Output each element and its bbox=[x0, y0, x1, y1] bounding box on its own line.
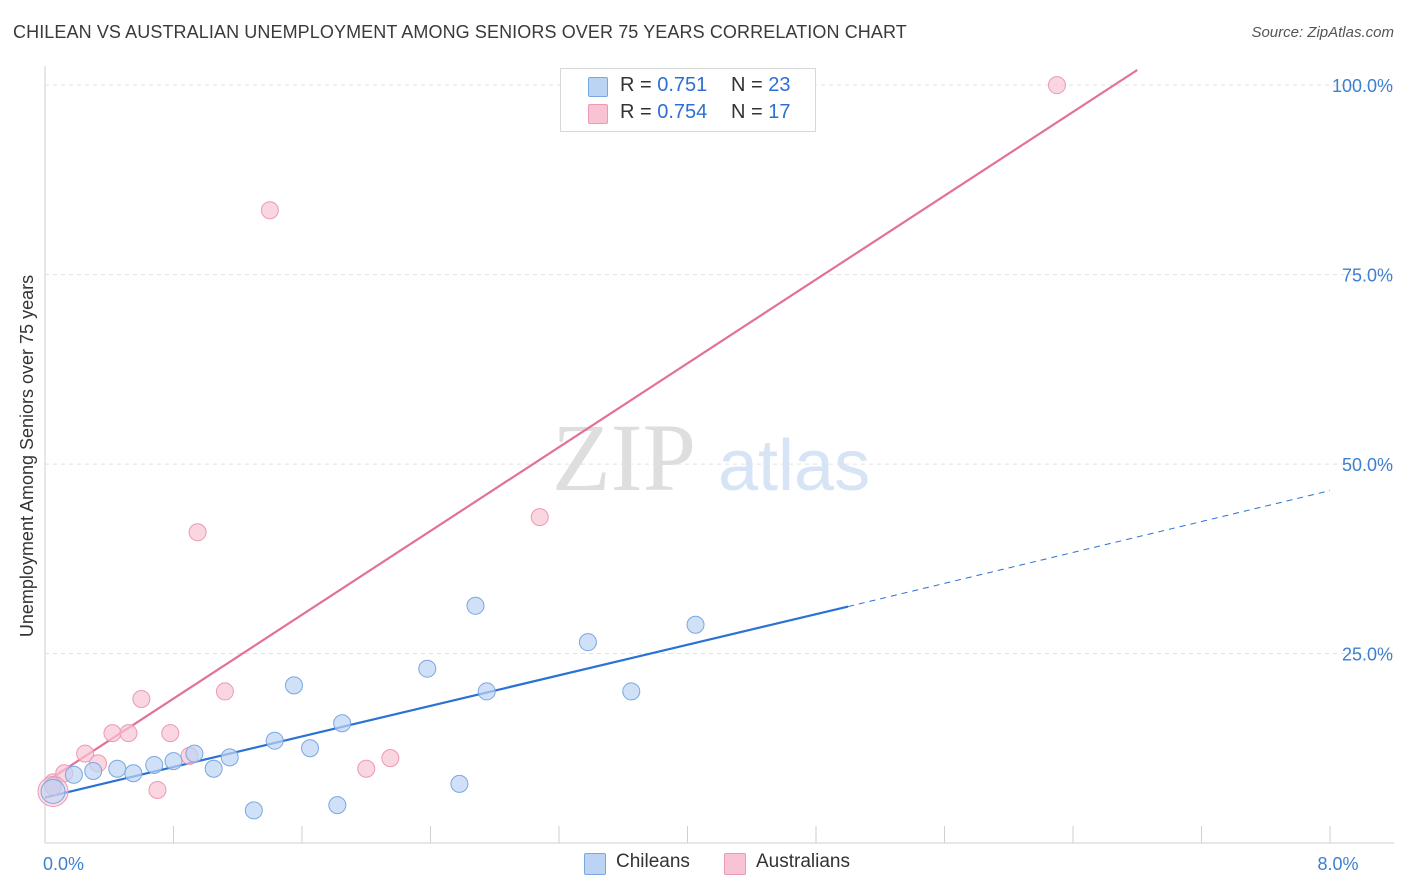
chileans-point-cluster bbox=[40, 778, 66, 804]
chileans-trend-line bbox=[44, 605, 849, 799]
x-tick-label: 0.0% bbox=[43, 854, 84, 874]
chileans-point bbox=[108, 759, 127, 778]
y-tick-label: 25.0% bbox=[1342, 645, 1393, 665]
chileans-legend-swatch bbox=[584, 853, 606, 875]
chileans-point bbox=[265, 731, 284, 750]
chileans-point bbox=[244, 801, 263, 820]
y-tick-label: 75.0% bbox=[1342, 266, 1393, 286]
legend-box: R = 0.751 N = 23 R = 0.754 N = 17 bbox=[560, 68, 816, 132]
legend-row-chileans: R = 0.751 N = 23 bbox=[561, 73, 815, 99]
australians-legend-swatch bbox=[724, 853, 746, 875]
australians-point bbox=[188, 523, 207, 542]
australians-point bbox=[119, 724, 138, 743]
chileans-point bbox=[466, 596, 485, 615]
legend-row-australians: R = 0.754 N = 17 bbox=[561, 100, 815, 126]
australians-point bbox=[103, 724, 122, 743]
chileans-swatch bbox=[588, 77, 608, 97]
chileans-legend-label: Chileans bbox=[616, 851, 690, 872]
australians-point bbox=[132, 690, 151, 709]
y-tick-label: 100.0% bbox=[1332, 76, 1393, 96]
chileans-point bbox=[477, 682, 496, 701]
y-axis-label: Unemployment Among Seniors over 75 years bbox=[17, 275, 37, 637]
chileans-point bbox=[418, 659, 437, 678]
chileans-point bbox=[164, 752, 183, 771]
watermark-zip: ZIP bbox=[552, 404, 696, 511]
australians-swatch bbox=[588, 104, 608, 124]
n-label: N = bbox=[731, 101, 763, 123]
australians-r-value: 0.754 bbox=[657, 101, 708, 123]
chileans-point bbox=[301, 739, 320, 758]
chileans-point bbox=[686, 615, 705, 634]
chileans-trend-extension bbox=[848, 490, 1331, 608]
grid-lines bbox=[45, 84, 1394, 655]
australians-point bbox=[215, 682, 234, 701]
chileans-point bbox=[64, 765, 83, 784]
axes bbox=[44, 66, 1394, 844]
x-tick-label: 8.0% bbox=[1317, 854, 1358, 874]
chileans-point bbox=[84, 762, 103, 781]
chileans-point bbox=[145, 755, 164, 774]
chileans-point bbox=[185, 744, 204, 763]
chileans-point bbox=[284, 676, 303, 695]
australians-legend-label: Australians bbox=[756, 851, 850, 872]
r-label: R = bbox=[620, 101, 652, 123]
australians-point bbox=[530, 508, 549, 527]
chileans-point bbox=[124, 764, 143, 783]
australians-point bbox=[148, 780, 167, 799]
chileans-point bbox=[333, 714, 352, 733]
chileans-point bbox=[204, 759, 223, 778]
australians-point bbox=[76, 744, 95, 763]
data-points bbox=[37, 76, 1066, 820]
australians-point bbox=[260, 201, 279, 220]
chileans-point bbox=[328, 796, 347, 815]
chileans-point bbox=[220, 748, 239, 767]
chileans-point bbox=[450, 774, 469, 793]
australians-n-value: 17 bbox=[768, 101, 791, 123]
australians-trend-line bbox=[44, 69, 1138, 784]
australians-point bbox=[357, 759, 376, 778]
australians-point bbox=[1047, 76, 1066, 95]
source-label: Source: ZipAtlas.com bbox=[1251, 24, 1394, 41]
tick-labels: 0.0% 8.0% 25.0% 50.0% 75.0% 100.0% bbox=[43, 76, 1393, 874]
chileans-point bbox=[578, 633, 597, 652]
chileans-r-value: 0.751 bbox=[657, 74, 708, 96]
chileans-n-value: 23 bbox=[768, 74, 791, 96]
chart-title: CHILEAN VS AUSTRALIAN UNEMPLOYMENT AMONG… bbox=[13, 22, 907, 42]
watermark-atlas: atlas bbox=[718, 426, 870, 506]
n-label: N = bbox=[731, 74, 763, 96]
australians-point bbox=[381, 749, 400, 768]
australians-point bbox=[161, 724, 180, 743]
r-label: R = bbox=[620, 74, 652, 96]
chileans-point bbox=[622, 682, 641, 701]
y-tick-label: 50.0% bbox=[1342, 455, 1393, 475]
